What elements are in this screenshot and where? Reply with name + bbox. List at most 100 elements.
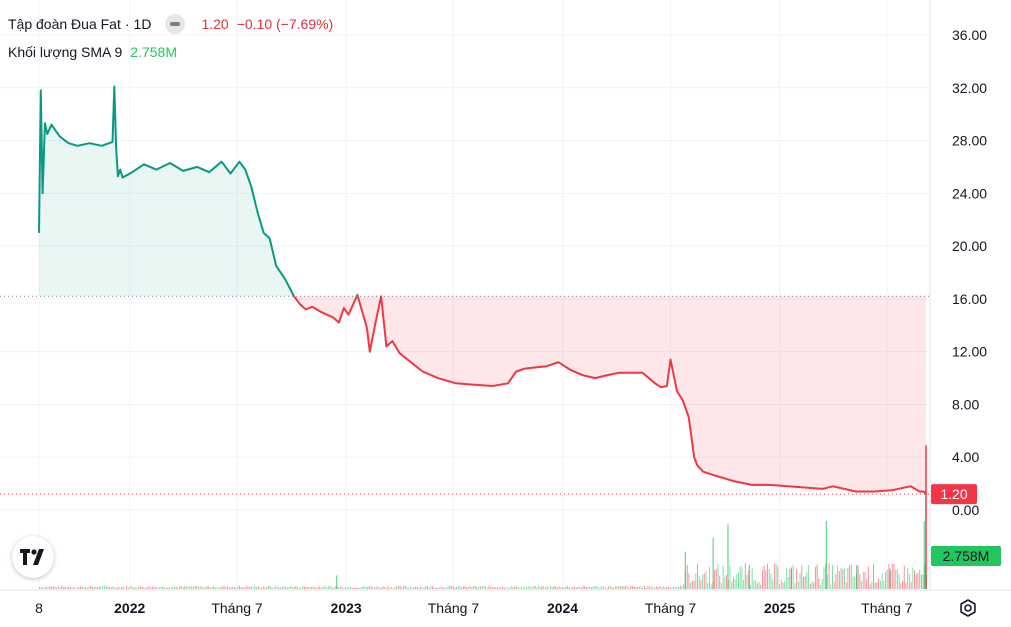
volume-bar — [673, 586, 675, 589]
price-axis[interactable]: 36.00 32.00 28.00 24.00 20.00 16.00 12.00 8.00 4… — [952, 27, 987, 518]
x-tick-label: Tháng 7 — [861, 600, 913, 616]
volume-bar — [327, 585, 329, 589]
volume-bar — [418, 587, 420, 589]
volume-bar — [213, 585, 215, 589]
volume-bar — [262, 586, 264, 589]
y-tick-label: 36.00 — [952, 27, 987, 43]
gear-icon[interactable] — [958, 598, 978, 618]
volume-bar — [876, 582, 878, 589]
volume-bar — [888, 563, 890, 589]
volume-bar — [893, 564, 895, 589]
volume-bar — [744, 563, 746, 589]
volume-bar — [845, 582, 847, 589]
volume-bar — [775, 564, 777, 589]
volume-bar — [389, 587, 391, 589]
volume-bar — [664, 587, 666, 589]
volume-bar — [751, 568, 753, 589]
symbol-name[interactable]: Tập đoàn Đua Fat — [8, 16, 121, 32]
volume-bar — [708, 566, 710, 589]
interval-label[interactable]: 1D — [133, 16, 152, 32]
volume-bar — [425, 586, 427, 589]
volume-bar — [575, 587, 577, 589]
time-axis[interactable]: 8 2022 Tháng 7 2023 Tháng 7 2024 Tháng 7 2025 Th… — [35, 600, 913, 616]
volume-bar — [577, 587, 579, 589]
volume-bar — [109, 587, 111, 589]
volume-bar — [553, 586, 555, 589]
x-tick-label: 2024 — [547, 600, 578, 616]
volume-bar — [254, 585, 256, 589]
volume-bar — [416, 586, 418, 589]
volume-bar — [690, 582, 692, 589]
volume-bar — [175, 586, 177, 589]
volume-bar — [538, 585, 540, 589]
volume-study-label[interactable]: Khối lượng SMA 9 — [8, 44, 123, 60]
volume-bar — [134, 587, 136, 589]
volume-bar — [437, 587, 439, 589]
volume-bars — [39, 521, 927, 589]
volume-bar — [883, 580, 885, 589]
volume-bar — [320, 587, 322, 589]
volume-bar — [512, 586, 514, 589]
volume-bar — [589, 586, 591, 589]
volume-bar — [717, 564, 719, 589]
volume-bar — [107, 586, 109, 589]
volume-bar — [45, 586, 47, 589]
volume-bar — [770, 573, 772, 589]
volume-bar — [903, 565, 905, 589]
volume-bar — [874, 582, 876, 589]
volume-bar — [174, 586, 176, 589]
volume-bar — [223, 585, 225, 589]
volume-bar — [816, 564, 818, 589]
volume-bar — [543, 586, 545, 589]
volume-bar — [859, 574, 861, 589]
volume-bar — [919, 569, 921, 589]
volume-bar — [879, 580, 881, 589]
volume-bar — [139, 585, 141, 589]
volume-bar — [295, 585, 297, 589]
volume-bar — [649, 586, 651, 589]
tradingview-logo-icon[interactable] — [12, 536, 54, 578]
volume-bar — [772, 579, 774, 589]
volume-bar — [814, 566, 816, 589]
volume-bar — [534, 585, 536, 589]
volume-bar — [404, 585, 406, 589]
volume-bar — [237, 586, 239, 589]
volume-bar — [854, 576, 856, 589]
volume-bar — [642, 587, 644, 589]
volume-bar — [497, 587, 499, 589]
y-tick-label: 0.00 — [952, 502, 979, 518]
volume-bar — [150, 587, 152, 589]
volume-bar — [406, 587, 408, 589]
volume-bar — [288, 587, 290, 589]
volume-bar — [609, 585, 611, 589]
volume-bar — [409, 586, 411, 589]
volume-bar — [291, 586, 293, 589]
eye-icon[interactable] — [165, 14, 186, 34]
volume-bar — [432, 586, 434, 589]
volume-bar — [440, 586, 442, 589]
volume-bar — [420, 586, 422, 589]
volume-bar — [433, 587, 435, 589]
volume-bar — [802, 576, 804, 589]
volume-bar — [587, 586, 589, 589]
volume-bar — [613, 587, 615, 589]
price-series — [38, 85, 927, 589]
volume-bar — [862, 571, 864, 589]
volume-bar — [442, 587, 444, 589]
volume-bar — [377, 586, 379, 589]
volume-bar — [384, 587, 386, 589]
volume-bar — [502, 586, 504, 589]
volume-bar — [452, 586, 454, 589]
volume-bar — [83, 587, 85, 589]
volume-bar — [732, 577, 734, 589]
volume-bar — [780, 579, 782, 589]
volume-bar — [584, 585, 586, 589]
volume-bar — [144, 587, 146, 589]
volume-bar — [719, 575, 721, 589]
volume-bar — [736, 574, 738, 589]
volume-bar — [191, 586, 193, 589]
volume-bar — [514, 586, 516, 589]
volume-bar — [606, 587, 608, 589]
